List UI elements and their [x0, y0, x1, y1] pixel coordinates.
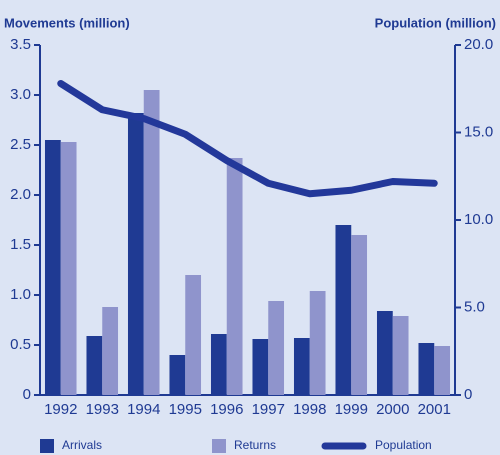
y2ticks-tick-label: 20.0	[464, 36, 493, 53]
bar	[376, 311, 393, 395]
x-tick-label: 1999	[335, 401, 368, 418]
legend-label: Arrivals	[62, 438, 102, 452]
y2ticks-tick-label: 5.0	[464, 298, 485, 315]
y2ticks-tick-label: 15.0	[464, 123, 493, 140]
bar	[185, 275, 202, 395]
bar	[392, 316, 409, 395]
bar	[351, 235, 368, 395]
x-tick-label: 1995	[169, 401, 202, 418]
legend-swatch	[212, 439, 226, 453]
yticks-tick-label: 3.0	[10, 86, 31, 103]
bar	[86, 336, 103, 395]
legend-label: Returns	[234, 438, 276, 452]
bar	[268, 301, 285, 395]
x-tick-label: 1997	[252, 401, 285, 418]
yticks-tick-label: 3.5	[10, 36, 31, 53]
bar	[434, 346, 451, 395]
bar	[335, 225, 352, 395]
y2ticks-tick-label: 0	[464, 386, 472, 403]
yticks-tick-label: 1.5	[10, 236, 31, 253]
bar	[143, 90, 160, 395]
bar	[293, 338, 310, 395]
bar	[127, 113, 144, 395]
yticks-tick-label: 2.5	[10, 136, 31, 153]
x-tick-label: 2000	[376, 401, 409, 418]
yticks-tick-label: 2.0	[10, 186, 31, 203]
bar	[309, 291, 326, 395]
x-tick-label: 1998	[293, 401, 326, 418]
yticks-tick-label: 0	[23, 386, 31, 403]
y2-axis-title: Population (million)	[375, 15, 496, 30]
y2ticks-tick-label: 10.0	[464, 211, 493, 228]
bar	[418, 343, 435, 395]
bar	[252, 339, 269, 395]
bar	[102, 307, 119, 395]
x-tick-label: 1994	[127, 401, 160, 418]
yticks-tick-label: 0.5	[10, 336, 31, 353]
x-tick-label: 1996	[210, 401, 243, 418]
legend-label: Population	[375, 438, 432, 452]
bar	[226, 158, 243, 395]
x-tick-label: 1992	[44, 401, 77, 418]
bar	[210, 334, 227, 395]
bar	[44, 140, 61, 395]
bar	[169, 355, 186, 395]
legend-swatch	[40, 439, 54, 453]
x-tick-label: 1993	[86, 401, 119, 418]
yticks-tick-label: 1.0	[10, 286, 31, 303]
line	[57, 80, 438, 198]
y-axis-title: Movements (million)	[4, 15, 130, 30]
x-tick-label: 2001	[418, 401, 451, 418]
bar	[60, 142, 77, 395]
